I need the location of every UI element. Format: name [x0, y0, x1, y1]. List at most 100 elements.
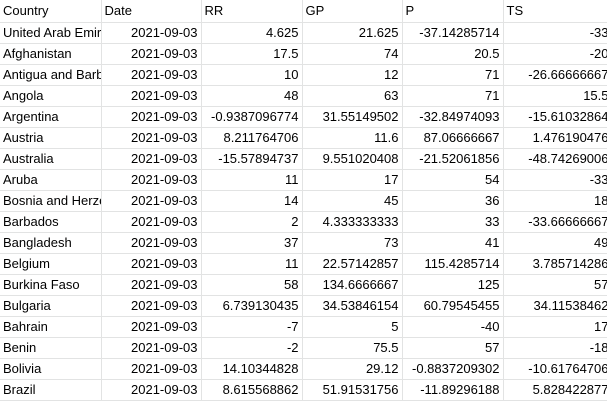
cell-ts[interactable]: -48.74269006 — [503, 148, 607, 170]
cell-p[interactable]: 57 — [402, 337, 504, 359]
cell-date[interactable]: 2021-09-03 — [101, 232, 202, 254]
cell-rr[interactable]: 14.10344828 — [201, 358, 303, 380]
cell-ts[interactable]: 34.11538462 — [503, 295, 607, 317]
cell-ts[interactable]: 17 — [503, 316, 607, 338]
cell-gp[interactable]: 22.57142857 — [302, 253, 403, 275]
cell-p[interactable]: 60.79545455 — [402, 295, 504, 317]
cell-country[interactable]: Burkina Faso — [0, 274, 102, 296]
cell-rr[interactable]: -0.9387096774 — [201, 106, 303, 128]
cell-date[interactable]: 2021-09-03 — [101, 211, 202, 233]
cell-country[interactable]: Bangladesh — [0, 232, 102, 254]
cell-country[interactable]: Australia — [0, 148, 102, 170]
cell-country[interactable]: United Arab Emirates — [0, 22, 102, 44]
cell-gp[interactable]: 29.12 — [302, 358, 403, 380]
cell-gp[interactable]: 45 — [302, 190, 403, 212]
cell-ts[interactable]: -33.66666667 — [503, 211, 607, 233]
cell-ts[interactable]: 1.476190476 — [503, 127, 607, 149]
cell-ts[interactable]: -10.61764706 — [503, 358, 607, 380]
cell-ts[interactable]: -15.61032864 — [503, 106, 607, 128]
cell-date[interactable]: 2021-09-03 — [101, 253, 202, 275]
cell-country[interactable]: Argentina — [0, 106, 102, 128]
cell-ts[interactable]: -33 — [503, 22, 607, 44]
cell-gp[interactable]: 34.53846154 — [302, 295, 403, 317]
cell-rr[interactable]: 37 — [201, 232, 303, 254]
cell-date[interactable]: 2021-09-03 — [101, 127, 202, 149]
cell-gp[interactable]: 74 — [302, 43, 403, 65]
cell-rr[interactable]: 2 — [201, 211, 303, 233]
cell-date[interactable]: 2021-09-03 — [101, 358, 202, 380]
cell-gp[interactable]: 31.55149502 — [302, 106, 403, 128]
cell-p[interactable]: 115.4285714 — [402, 253, 504, 275]
header-cell-country[interactable]: Country — [0, 0, 102, 23]
cell-p[interactable]: -11.89296188 — [402, 379, 504, 401]
cell-ts[interactable]: 5.828422877 — [503, 379, 607, 401]
cell-gp[interactable]: 11.6 — [302, 127, 403, 149]
cell-gp[interactable]: 63 — [302, 85, 403, 107]
cell-p[interactable]: -37.14285714 — [402, 22, 504, 44]
cell-rr[interactable]: 48 — [201, 85, 303, 107]
cell-rr[interactable]: 10 — [201, 64, 303, 86]
cell-country[interactable]: Antigua and Barbuda — [0, 64, 102, 86]
cell-date[interactable]: 2021-09-03 — [101, 316, 202, 338]
cell-country[interactable]: Afghanistan — [0, 43, 102, 65]
cell-gp[interactable]: 12 — [302, 64, 403, 86]
cell-date[interactable]: 2021-09-03 — [101, 337, 202, 359]
cell-ts[interactable]: 57 — [503, 274, 607, 296]
header-cell-ts[interactable]: TS — [503, 0, 607, 23]
cell-rr[interactable]: -7 — [201, 316, 303, 338]
cell-country[interactable]: Belgium — [0, 253, 102, 275]
cell-p[interactable]: -21.52061856 — [402, 148, 504, 170]
cell-ts[interactable]: 15.5 — [503, 85, 607, 107]
cell-country[interactable]: Bulgaria — [0, 295, 102, 317]
cell-date[interactable]: 2021-09-03 — [101, 106, 202, 128]
cell-p[interactable]: 54 — [402, 169, 504, 191]
cell-date[interactable]: 2021-09-03 — [101, 43, 202, 65]
cell-country[interactable]: Angola — [0, 85, 102, 107]
cell-rr[interactable]: 11 — [201, 253, 303, 275]
cell-country[interactable]: Bolivia — [0, 358, 102, 380]
cell-p[interactable]: 41 — [402, 232, 504, 254]
cell-ts[interactable]: -33 — [503, 169, 607, 191]
cell-country[interactable]: Austria — [0, 127, 102, 149]
cell-gp[interactable]: 5 — [302, 316, 403, 338]
cell-date[interactable]: 2021-09-03 — [101, 64, 202, 86]
cell-p[interactable]: 71 — [402, 64, 504, 86]
cell-gp[interactable]: 21.625 — [302, 22, 403, 44]
cell-ts[interactable]: 18 — [503, 190, 607, 212]
cell-country[interactable]: Bahrain — [0, 316, 102, 338]
cell-gp[interactable]: 73 — [302, 232, 403, 254]
cell-p[interactable]: 87.06666667 — [402, 127, 504, 149]
cell-p[interactable]: 71 — [402, 85, 504, 107]
cell-date[interactable]: 2021-09-03 — [101, 22, 202, 44]
cell-date[interactable]: 2021-09-03 — [101, 379, 202, 401]
cell-rr[interactable]: 11 — [201, 169, 303, 191]
cell-date[interactable]: 2021-09-03 — [101, 148, 202, 170]
header-cell-rr[interactable]: RR — [201, 0, 303, 23]
cell-ts[interactable]: -18 — [503, 337, 607, 359]
cell-ts[interactable]: 3.785714286 — [503, 253, 607, 275]
cell-rr[interactable]: -2 — [201, 337, 303, 359]
cell-rr[interactable]: -15.57894737 — [201, 148, 303, 170]
cell-date[interactable]: 2021-09-03 — [101, 169, 202, 191]
cell-gp[interactable]: 51.91531756 — [302, 379, 403, 401]
cell-gp[interactable]: 134.6666667 — [302, 274, 403, 296]
cell-date[interactable]: 2021-09-03 — [101, 295, 202, 317]
cell-ts[interactable]: -20 — [503, 43, 607, 65]
cell-rr[interactable]: 8.615568862 — [201, 379, 303, 401]
cell-p[interactable]: 36 — [402, 190, 504, 212]
cell-country[interactable]: Bosnia and Herzegovina — [0, 190, 102, 212]
cell-rr[interactable]: 4.625 — [201, 22, 303, 44]
cell-gp[interactable]: 9.551020408 — [302, 148, 403, 170]
cell-rr[interactable]: 6.739130435 — [201, 295, 303, 317]
header-cell-gp[interactable]: GP — [302, 0, 403, 23]
cell-country[interactable]: Aruba — [0, 169, 102, 191]
cell-date[interactable]: 2021-09-03 — [101, 85, 202, 107]
cell-country[interactable]: Brazil — [0, 379, 102, 401]
cell-p[interactable]: -32.84974093 — [402, 106, 504, 128]
cell-p[interactable]: 125 — [402, 274, 504, 296]
cell-date[interactable]: 2021-09-03 — [101, 190, 202, 212]
cell-ts[interactable]: 49 — [503, 232, 607, 254]
cell-date[interactable]: 2021-09-03 — [101, 274, 202, 296]
cell-rr[interactable]: 17.5 — [201, 43, 303, 65]
